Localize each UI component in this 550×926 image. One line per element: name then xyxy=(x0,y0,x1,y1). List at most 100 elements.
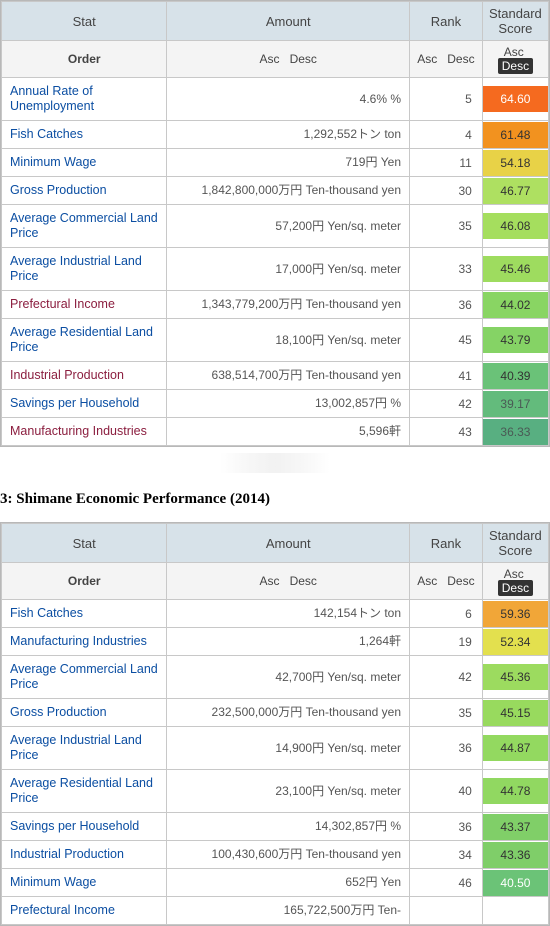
stat-cell[interactable]: Savings per Household xyxy=(2,813,167,841)
stat-cell[interactable]: Annual Rate of Unemployment xyxy=(2,78,167,121)
stat-cell[interactable]: Average Residential Land Price xyxy=(2,319,167,362)
stat-cell[interactable]: Industrial Production xyxy=(2,362,167,390)
amount-cell: 232,500,000万円 Ten-thousand yen xyxy=(167,699,410,727)
table-2: Stat Amount Rank Standard Score Order As… xyxy=(0,522,550,926)
table-row: Minimum Wage719円 Yen1154.18 xyxy=(2,149,549,177)
score-cell: 44.87 xyxy=(482,727,548,770)
score-badge: 61.48 xyxy=(483,122,548,148)
score-cell: 45.36 xyxy=(482,656,548,699)
table-row: Average Residential Land Price23,100円 Ye… xyxy=(2,770,549,813)
rank-cell: 36 xyxy=(410,813,483,841)
stat-cell[interactable]: Gross Production xyxy=(2,177,167,205)
table-row: Fish Catches142,154トン ton659.36 xyxy=(2,600,549,628)
rank-cell xyxy=(410,897,483,925)
between-section: 3: Shimane Economic Performance (2014) xyxy=(0,447,550,522)
hdr-rank[interactable]: Rank xyxy=(410,2,483,41)
score-cell: 43.37 xyxy=(482,813,548,841)
score-badge: 52.34 xyxy=(483,629,548,655)
sort-rank[interactable]: Asc Desc xyxy=(410,41,483,78)
score-cell: 40.39 xyxy=(482,362,548,390)
desc-link-selected[interactable]: Desc xyxy=(498,580,533,596)
sort-rank[interactable]: Asc Desc xyxy=(410,563,483,600)
hdr-score[interactable]: Standard Score xyxy=(482,524,548,563)
table-header-1: Stat Amount Rank Standard Score Order As… xyxy=(2,2,549,78)
stat-cell[interactable]: Industrial Production xyxy=(2,841,167,869)
asc-link[interactable]: Asc xyxy=(260,52,280,66)
sort-score[interactable]: Asc Desc xyxy=(482,563,548,600)
hdr-amount[interactable]: Amount xyxy=(167,2,410,41)
asc-link[interactable]: Asc xyxy=(417,52,437,66)
hdr-stat[interactable]: Stat xyxy=(2,524,167,563)
amount-cell: 1,842,800,000万円 Ten-thousand yen xyxy=(167,177,410,205)
amount-cell: 142,154トン ton xyxy=(167,600,410,628)
stat-cell[interactable]: Minimum Wage xyxy=(2,869,167,897)
rank-cell: 19 xyxy=(410,628,483,656)
table-row: Annual Rate of Unemployment4.6% %564.60 xyxy=(2,78,549,121)
table-header-2: Stat Amount Rank Standard Score Order As… xyxy=(2,524,549,600)
hdr-score[interactable]: Standard Score xyxy=(482,2,548,41)
score-badge: 39.17 xyxy=(483,391,548,417)
amount-cell: 14,302,857円 % xyxy=(167,813,410,841)
table-row: Minimum Wage652円 Yen4640.50 xyxy=(2,869,549,897)
stat-cell[interactable]: Minimum Wage xyxy=(2,149,167,177)
table-row: Average Commercial Land Price42,700円 Yen… xyxy=(2,656,549,699)
asc-link[interactable]: Asc xyxy=(417,574,437,588)
score-badge: 40.50 xyxy=(483,870,548,896)
desc-link[interactable]: Desc xyxy=(447,574,474,588)
table-row: Prefectural Income165,722,500万円 Ten- xyxy=(2,897,549,925)
table-row: Gross Production1,842,800,000万円 Ten-thou… xyxy=(2,177,549,205)
stat-cell[interactable]: Fish Catches xyxy=(2,121,167,149)
amount-cell: 638,514,700万円 Ten-thousand yen xyxy=(167,362,410,390)
table-2-body: Fish Catches142,154トン ton659.36Manufactu… xyxy=(2,600,549,925)
stat-cell[interactable]: Prefectural Income xyxy=(2,897,167,925)
asc-link[interactable]: Asc xyxy=(504,45,524,59)
rank-cell: 4 xyxy=(410,121,483,149)
amount-cell: 165,722,500万円 Ten- xyxy=(167,897,410,925)
rank-cell: 42 xyxy=(410,390,483,418)
desc-link[interactable]: Desc xyxy=(447,52,474,66)
rank-cell: 5 xyxy=(410,78,483,121)
desc-link[interactable]: Desc xyxy=(290,52,317,66)
table-row: Average Industrial Land Price17,000円 Yen… xyxy=(2,248,549,291)
stat-cell[interactable]: Prefectural Income xyxy=(2,291,167,319)
stat-cell[interactable]: Manufacturing Industries xyxy=(2,418,167,446)
asc-link[interactable]: Asc xyxy=(260,574,280,588)
stat-cell[interactable]: Average Industrial Land Price xyxy=(2,248,167,291)
stat-cell[interactable]: Average Industrial Land Price xyxy=(2,727,167,770)
score-cell: 54.18 xyxy=(482,149,548,177)
stat-cell[interactable]: Average Commercial Land Price xyxy=(2,656,167,699)
score-badge: 43.36 xyxy=(483,842,548,868)
sort-amount[interactable]: Asc Desc xyxy=(167,563,410,600)
table-row: Industrial Production638,514,700万円 Ten-t… xyxy=(2,362,549,390)
asc-link[interactable]: Asc xyxy=(504,567,524,581)
sort-score[interactable]: Asc Desc xyxy=(482,41,548,78)
stat-cell[interactable]: Average Commercial Land Price xyxy=(2,205,167,248)
stat-cell[interactable]: Manufacturing Industries xyxy=(2,628,167,656)
rank-cell: 6 xyxy=(410,600,483,628)
stat-cell[interactable]: Savings per Household xyxy=(2,390,167,418)
score-cell: 39.17 xyxy=(482,390,548,418)
amount-cell: 14,900円 Yen/sq. meter xyxy=(167,727,410,770)
score-cell: 40.50 xyxy=(482,869,548,897)
score-cell xyxy=(482,897,548,925)
table-row: Average Industrial Land Price14,900円 Yen… xyxy=(2,727,549,770)
stat-cell[interactable]: Gross Production xyxy=(2,699,167,727)
desc-link[interactable]: Desc xyxy=(290,574,317,588)
rank-cell: 11 xyxy=(410,149,483,177)
score-badge: 46.77 xyxy=(483,178,548,204)
hdr-amount[interactable]: Amount xyxy=(167,524,410,563)
stat-cell[interactable]: Fish Catches xyxy=(2,600,167,628)
sort-amount[interactable]: Asc Desc xyxy=(167,41,410,78)
stat-cell[interactable]: Average Residential Land Price xyxy=(2,770,167,813)
hdr-stat[interactable]: Stat xyxy=(2,2,167,41)
score-badge xyxy=(483,898,548,924)
table-row: Industrial Production100,430,600万円 Ten-t… xyxy=(2,841,549,869)
desc-link-selected[interactable]: Desc xyxy=(498,58,533,74)
score-badge: 40.39 xyxy=(483,363,548,389)
score-cell: 45.15 xyxy=(482,699,548,727)
table-row: Manufacturing Industries1,264軒1952.34 xyxy=(2,628,549,656)
rank-cell: 42 xyxy=(410,656,483,699)
rank-cell: 41 xyxy=(410,362,483,390)
hdr-rank[interactable]: Rank xyxy=(410,524,483,563)
score-badge: 36.33 xyxy=(483,419,548,445)
